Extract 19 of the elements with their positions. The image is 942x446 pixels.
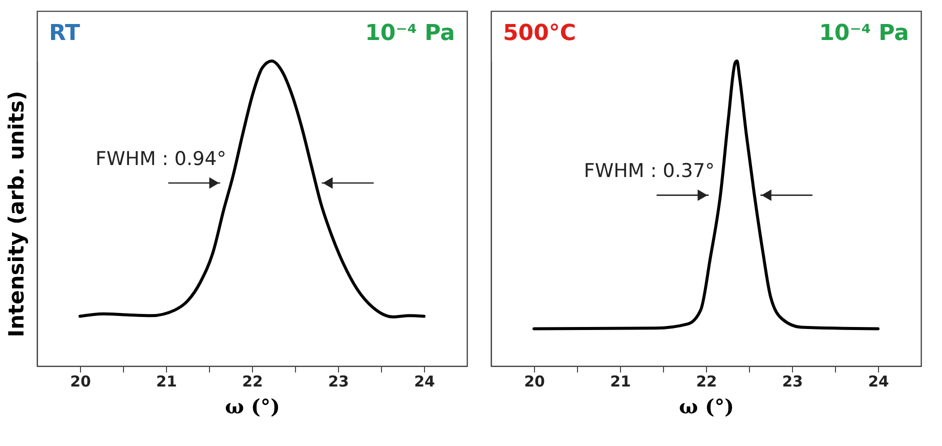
text: 10⁻⁴ Pa — [819, 21, 909, 46]
x-axis-title: ω (°) — [225, 394, 280, 418]
annotation: FWHM : 0.37° — [584, 160, 715, 182]
x-tick-label: 21 — [156, 372, 177, 390]
x-tick-label: 21 — [610, 372, 631, 390]
text: 500°C — [503, 21, 576, 46]
x-tick-label: 23 — [328, 372, 349, 390]
x-axis-title: ω (°) — [679, 394, 734, 418]
y-axis-title: Intensity (arb. units) — [4, 90, 28, 338]
x-tick-label: 22 — [696, 372, 717, 390]
text: 10⁻⁴ Pa — [365, 21, 455, 46]
x-tick-label: 24 — [414, 372, 435, 390]
x-tick-label: 20 — [70, 372, 91, 390]
x-tick-label: 22 — [242, 372, 263, 390]
x-tick-label: 23 — [782, 372, 803, 390]
x-tick-label: 24 — [868, 372, 889, 390]
annotation: FWHM : 0.94° — [96, 148, 226, 170]
text: RT — [49, 21, 80, 46]
x-tick-label: 20 — [524, 372, 545, 390]
